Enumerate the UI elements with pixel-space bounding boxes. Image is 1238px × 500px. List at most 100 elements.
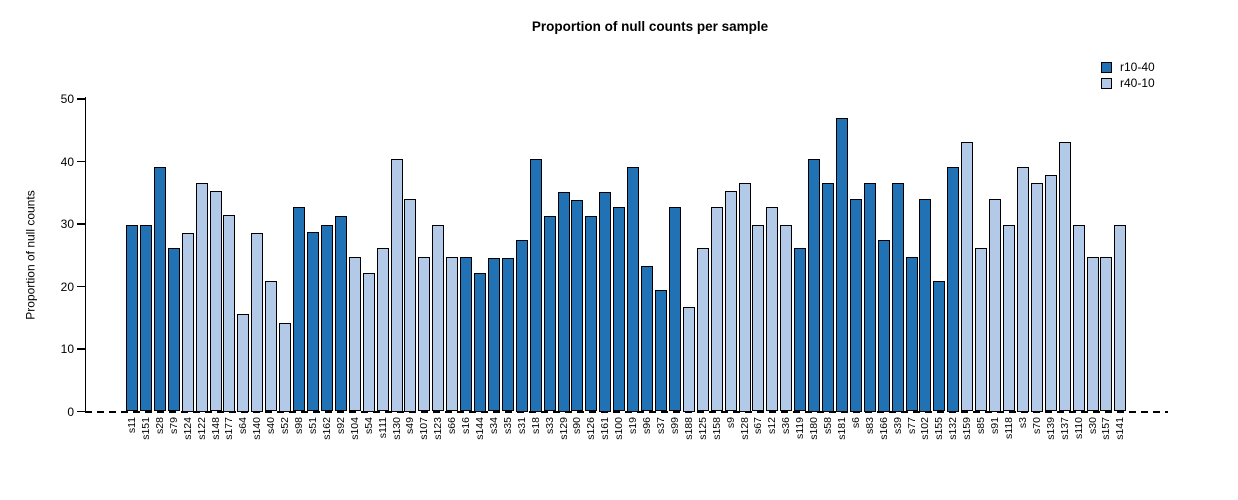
x-tick-label-s132: s132 [947, 417, 960, 440]
legend-swatch-r10-40 [1101, 61, 1112, 73]
bar-s3 [1016, 166, 1029, 412]
bar-s49 [404, 199, 417, 412]
bar-s181 [835, 117, 848, 412]
x-tick-label-s161: s161 [599, 417, 612, 440]
bar-s104 [348, 257, 361, 412]
x-tick-label-s3: s3 [1016, 417, 1029, 429]
x-tick-label-s124: s124 [181, 417, 194, 440]
bar-s54 [362, 272, 375, 412]
bar-s158 [710, 207, 723, 412]
bar-s83 [863, 182, 876, 412]
bar-s118 [1003, 224, 1015, 412]
x-tick-label-s67: s67 [752, 417, 765, 434]
x-tick-label-s118: s118 [1003, 417, 1015, 439]
bar-s99 [668, 207, 681, 412]
x-tick-label-s104: s104 [348, 417, 361, 440]
legend-label: r10-40 [1120, 60, 1155, 74]
y-tick [77, 348, 85, 350]
bar-s107 [418, 257, 431, 412]
x-tick-label-s158: s158 [710, 417, 723, 440]
x-tick-label-s144: s144 [474, 417, 486, 440]
bar-s52 [279, 322, 292, 412]
bar-s39 [891, 182, 904, 412]
x-tick-label-s6: s6 [849, 417, 862, 429]
bar-s96 [641, 265, 653, 412]
bar-s141 [1114, 224, 1127, 412]
bar-s34 [487, 258, 500, 412]
x-tick-label-s58: s58 [822, 417, 834, 434]
bar-s166 [877, 240, 890, 412]
y-tick-label: 10 [60, 342, 74, 356]
bar-s66 [446, 257, 459, 412]
bar-s177 [223, 215, 236, 412]
x-tick-label-s35: s35 [501, 417, 514, 434]
legend-row: r10-40 [1101, 59, 1155, 75]
bar-s85 [975, 248, 988, 412]
x-tick-label-s40: s40 [265, 417, 278, 434]
x-tick-label-s129: s129 [557, 417, 570, 440]
x-tick-label-s19: s19 [627, 417, 640, 434]
legend-label: r40-10 [1120, 76, 1155, 90]
x-tick-label-s157: s157 [1100, 417, 1113, 440]
y-tick [77, 160, 85, 163]
x-tick-label-s102: s102 [919, 417, 932, 440]
x-tick-label-s70: s70 [1030, 417, 1043, 434]
bar-s100 [613, 207, 626, 412]
y-tick [77, 98, 85, 100]
bar-s33 [543, 215, 556, 412]
bar-s188 [682, 306, 695, 412]
bar-s126 [585, 215, 598, 412]
bar-s16 [460, 257, 473, 412]
x-tick-label-s96: s96 [641, 417, 653, 434]
bar-s140 [251, 232, 264, 412]
x-tick-label-s141: s141 [1114, 417, 1127, 440]
bar-s28 [153, 167, 166, 412]
bar-s161 [599, 191, 612, 412]
x-tick-label-s180: s180 [808, 417, 821, 440]
y-tick [77, 285, 85, 288]
bar-s129 [557, 191, 570, 412]
x-tick-label-s110: s110 [1072, 417, 1085, 439]
y-tick [77, 223, 85, 225]
x-tick-label-s28: s28 [153, 417, 166, 434]
bar-s144 [474, 272, 486, 412]
x-tick-label-s151: s151 [139, 417, 152, 440]
x-tick-label-s140: s140 [251, 417, 264, 440]
x-tick-label-s162: s162 [320, 417, 333, 440]
x-tick-label-s126: s126 [585, 417, 598, 440]
x-tick-label-s122: s122 [195, 417, 208, 440]
x-tick-label-s177: s177 [223, 417, 236, 440]
bar-s128 [738, 182, 751, 412]
x-tick-label-s91: s91 [989, 417, 1001, 434]
bar-s180 [808, 159, 821, 412]
bar-s130 [390, 159, 403, 412]
bar-s79 [167, 248, 180, 412]
bar-s151 [139, 224, 152, 412]
bar-s77 [905, 257, 918, 412]
bar-s58 [822, 182, 834, 412]
x-tick-label-s139: s139 [1044, 417, 1057, 440]
bar-s90 [571, 199, 584, 412]
bar-s18 [529, 159, 542, 412]
x-tick-label-s111: s111 [376, 417, 389, 439]
bar-s119 [794, 248, 807, 412]
x-tick-label-s123: s123 [432, 417, 445, 440]
x-tick-label-s31: s31 [515, 417, 528, 434]
bar-s12 [766, 207, 779, 412]
x-tick-label-s98: s98 [293, 417, 305, 434]
bar-s19 [627, 166, 640, 412]
x-tick-label-s33: s33 [543, 417, 556, 434]
bar-s148 [209, 190, 222, 412]
x-tick-label-s155: s155 [933, 417, 946, 440]
x-tick-label-s34: s34 [487, 417, 500, 434]
legend-swatch-r40-10 [1101, 77, 1112, 89]
bar-s159 [961, 142, 974, 412]
bar-s91 [989, 199, 1001, 412]
bar-s11 [126, 224, 138, 412]
bar-s102 [919, 199, 932, 412]
bar-s124 [181, 232, 194, 412]
x-tick-label-s9: s9 [724, 417, 737, 429]
x-tick-label-s18: s18 [529, 417, 542, 434]
legend: r10-40 r40-10 [1101, 59, 1155, 91]
